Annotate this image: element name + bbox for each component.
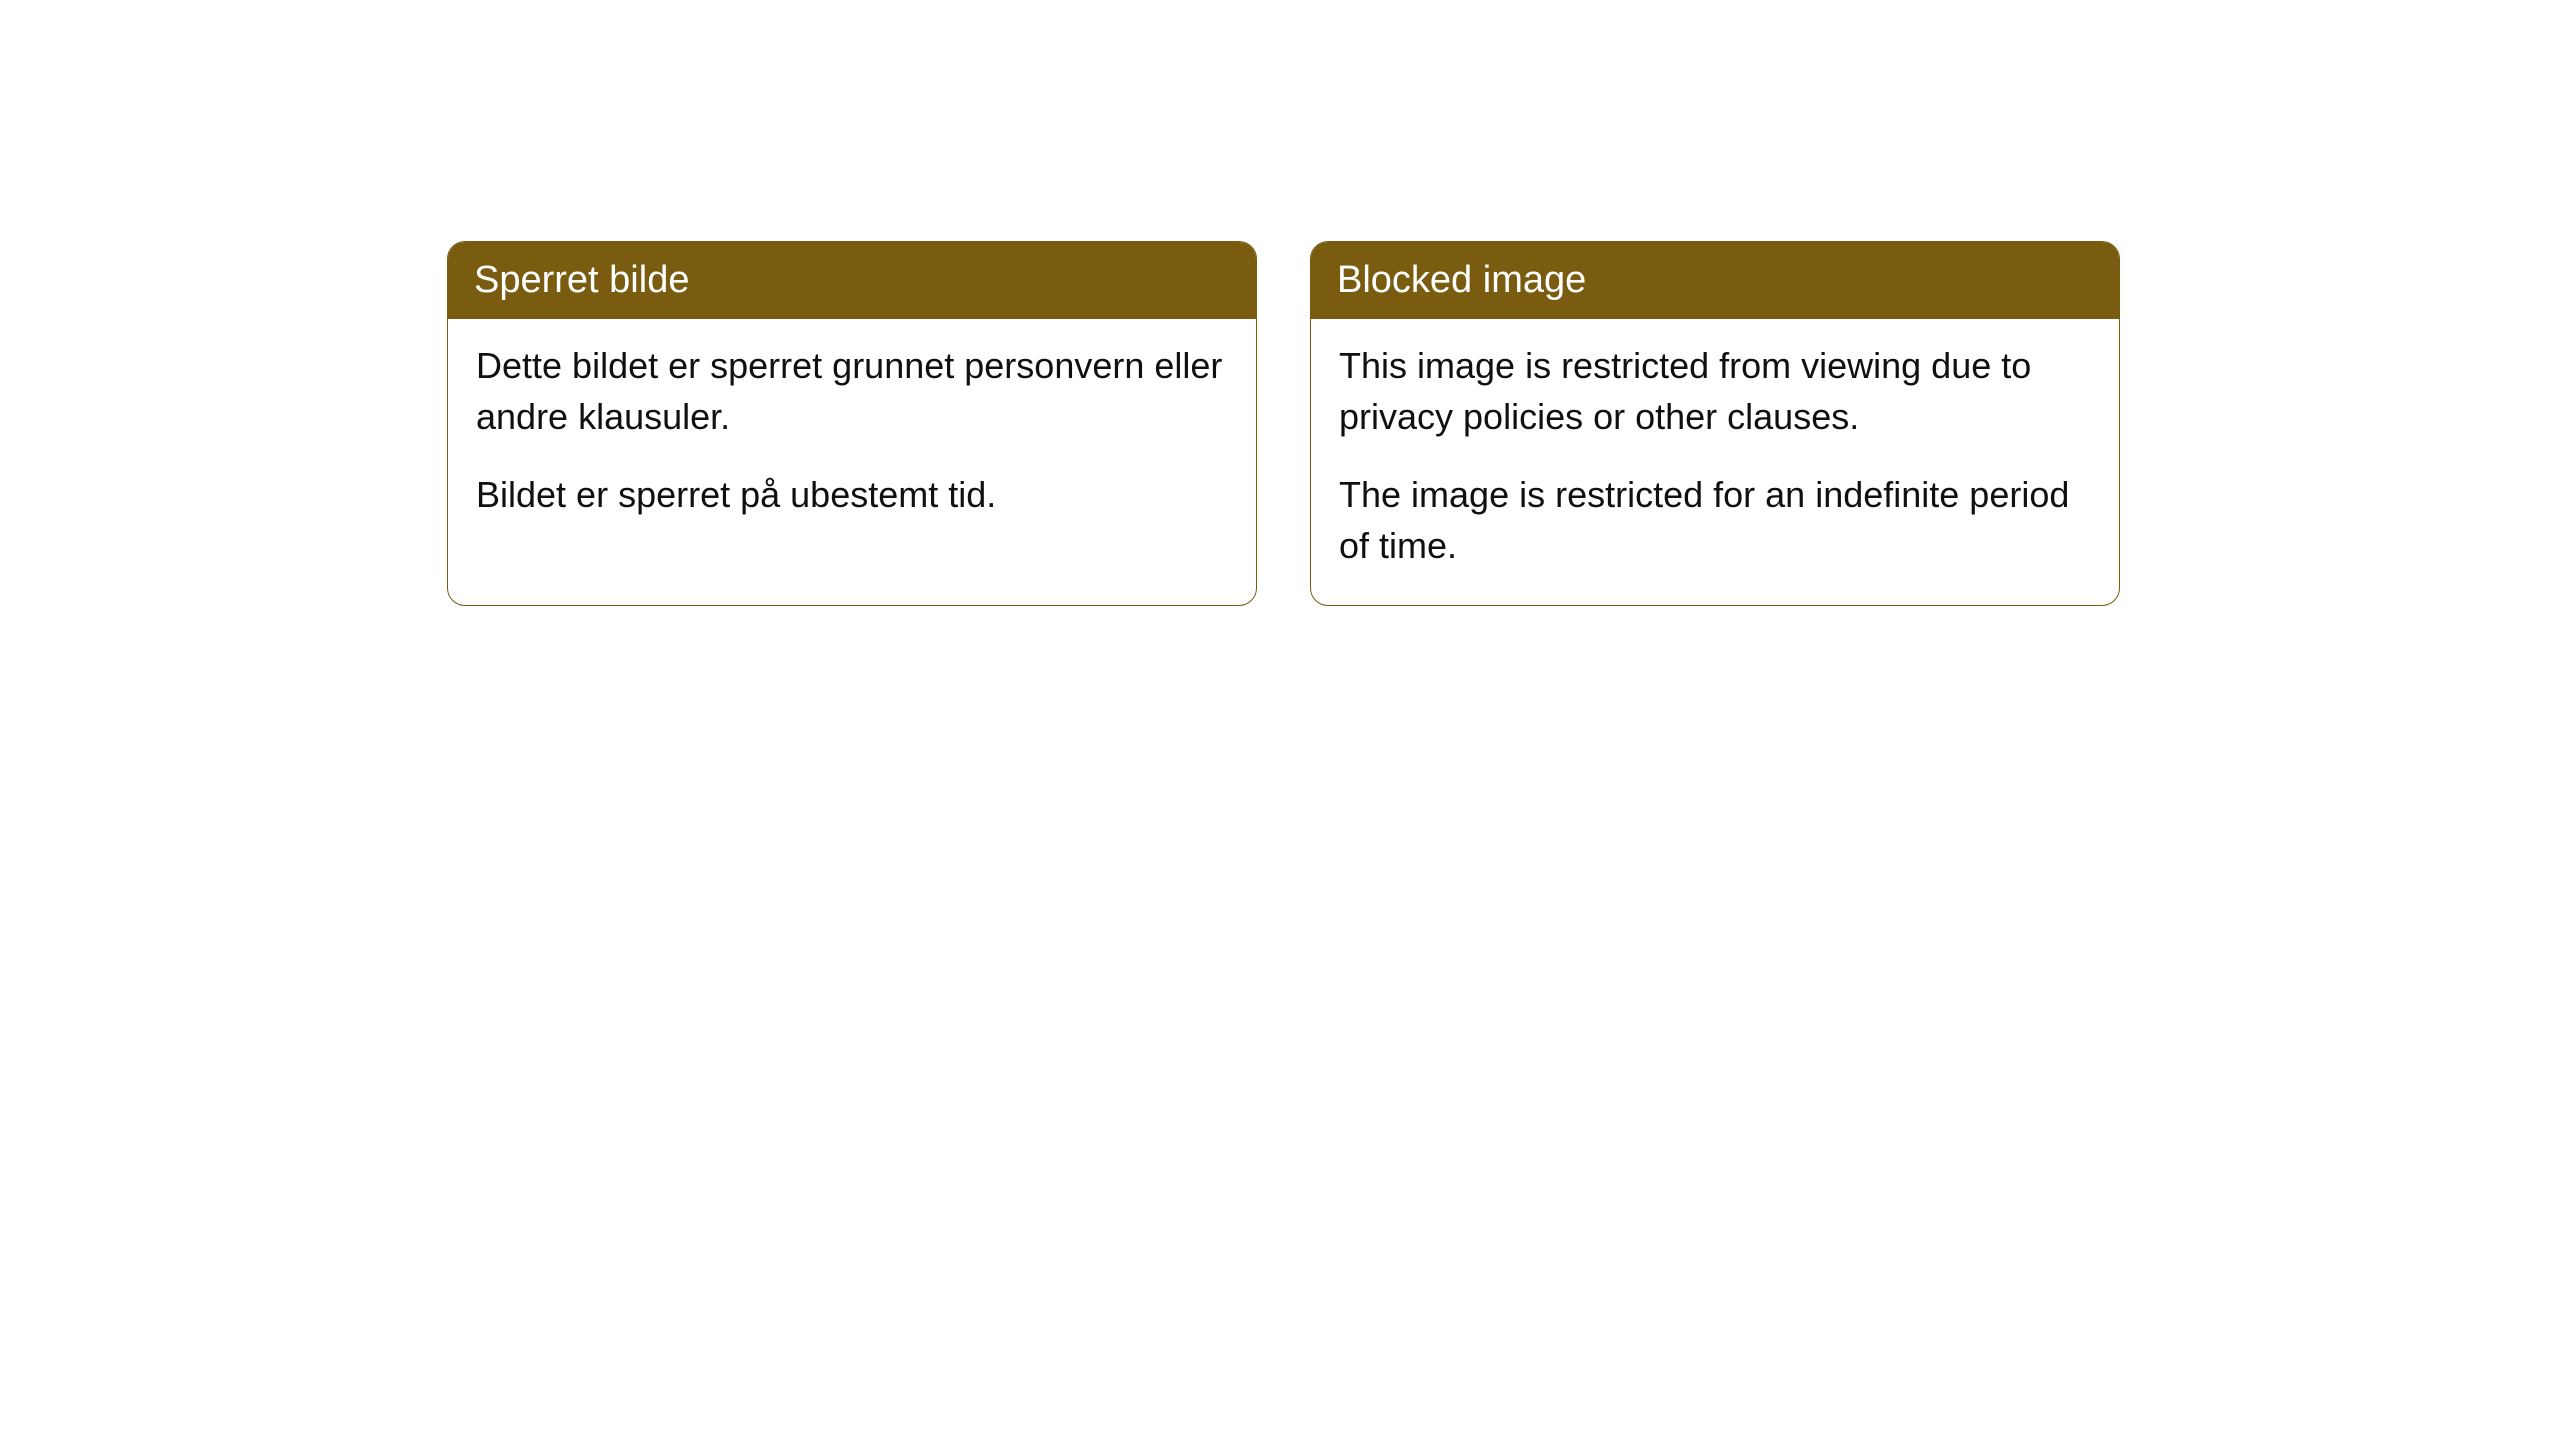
card-paragraph-en-2: The image is restricted for an indefinit…: [1339, 470, 2091, 571]
blocked-image-card-no: Sperret bilde Dette bildet er sperret gr…: [447, 241, 1257, 606]
card-title-en: Blocked image: [1311, 242, 2119, 319]
card-body-no: Dette bildet er sperret grunnet personve…: [448, 319, 1256, 554]
card-title-no: Sperret bilde: [448, 242, 1256, 319]
notice-cards-container: Sperret bilde Dette bildet er sperret gr…: [0, 0, 2560, 606]
card-paragraph-no-2: Bildet er sperret på ubestemt tid.: [476, 470, 1228, 520]
card-paragraph-en-1: This image is restricted from viewing du…: [1339, 341, 2091, 442]
card-body-en: This image is restricted from viewing du…: [1311, 319, 2119, 605]
card-paragraph-no-1: Dette bildet er sperret grunnet personve…: [476, 341, 1228, 442]
blocked-image-card-en: Blocked image This image is restricted f…: [1310, 241, 2120, 606]
